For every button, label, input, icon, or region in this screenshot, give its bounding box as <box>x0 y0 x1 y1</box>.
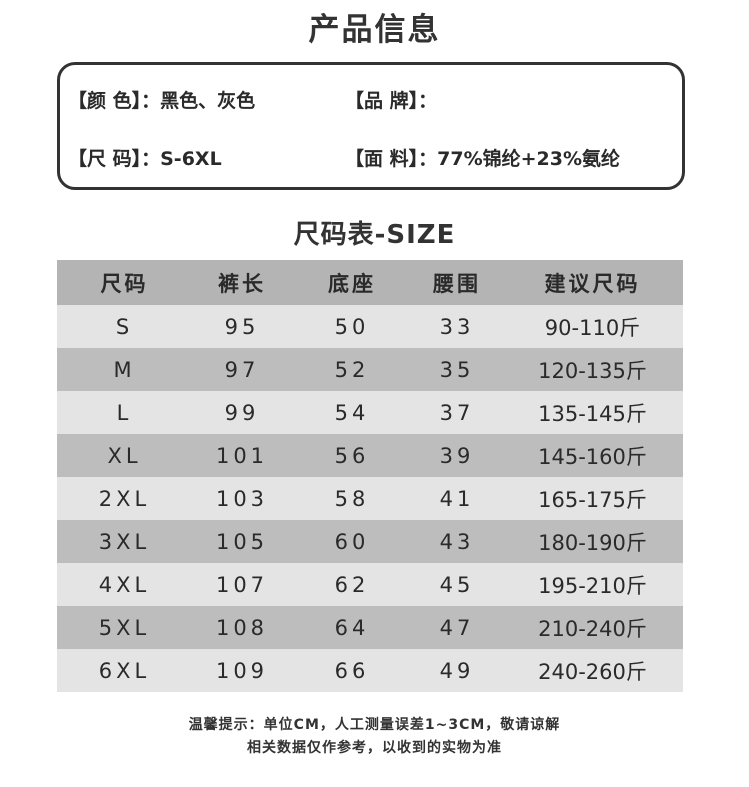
size-field: 【尺 码】：S-6XL <box>68 144 222 171</box>
table-cell: 97 <box>192 348 292 391</box>
table-cell: 103 <box>192 477 292 520</box>
table-cell: 145-160斤 <box>502 434 683 477</box>
page-title: 产品信息 <box>308 12 441 48</box>
size-value: S-6XL <box>160 148 222 170</box>
column-header: 裤长 <box>192 260 292 305</box>
product-info-box <box>57 62 685 190</box>
table-cell: L <box>57 391 192 434</box>
table-cell: 90-110斤 <box>502 305 683 348</box>
table-cell: 120-135斤 <box>502 348 683 391</box>
table-cell: 99 <box>192 391 292 434</box>
color-field: 【颜 色】：黑色、灰色 <box>68 86 255 113</box>
table-cell: 33 <box>412 305 502 348</box>
table-row: S 95 50 33 90-110斤 <box>57 305 683 348</box>
size-label: 【尺 码】： <box>68 148 161 170</box>
note-line-1: 温馨提示：单位CM，人工测量误差1~3CM，敬请谅解 <box>188 717 561 733</box>
table-row: 6XL 109 66 49 240-260斤 <box>57 649 683 692</box>
table-cell: 180-190斤 <box>502 520 683 563</box>
table-cell: 37 <box>412 391 502 434</box>
table-cell: 109 <box>192 649 292 692</box>
table-row: 4XL 107 62 45 195-210斤 <box>57 563 683 606</box>
table-cell: 64 <box>292 606 412 649</box>
fabric-label: 【面 料】： <box>345 148 438 170</box>
table-cell: 107 <box>192 563 292 606</box>
table-cell: 39 <box>412 434 502 477</box>
table-cell: 135-145斤 <box>502 391 683 434</box>
brand-label: 【品 牌】： <box>345 90 438 112</box>
table-row: L 99 54 37 135-145斤 <box>57 391 683 434</box>
table-cell: M <box>57 348 192 391</box>
table-cell: 43 <box>412 520 502 563</box>
table-cell: 6XL <box>57 649 192 692</box>
table-cell: 58 <box>292 477 412 520</box>
table-cell: 47 <box>412 606 502 649</box>
table-row: 3XL 105 60 43 180-190斤 <box>57 520 683 563</box>
table-cell: 2XL <box>57 477 192 520</box>
fabric-value: 77%锦纶+23%氨纶 <box>437 148 621 170</box>
table-cell: 66 <box>292 649 412 692</box>
table-cell: 95 <box>192 305 292 348</box>
table-cell: 3XL <box>57 520 192 563</box>
note-line-2: 相关数据仅作参考，以收到的实物为准 <box>247 740 502 756</box>
table-cell: 108 <box>192 606 292 649</box>
column-header: 底座 <box>292 260 412 305</box>
brand-field: 【品 牌】： <box>345 86 437 113</box>
table-row: 2XL 103 58 41 165-175斤 <box>57 477 683 520</box>
table-cell: 49 <box>412 649 502 692</box>
table-row: XL 101 56 39 145-160斤 <box>57 434 683 477</box>
column-header: 尺码 <box>57 260 192 305</box>
table-cell: 50 <box>292 305 412 348</box>
table-cell: 210-240斤 <box>502 606 683 649</box>
table-cell: 60 <box>292 520 412 563</box>
color-label: 【颜 色】： <box>68 90 161 112</box>
table-cell: 105 <box>192 520 292 563</box>
table-cell: 195-210斤 <box>502 563 683 606</box>
table-cell: 62 <box>292 563 412 606</box>
table-cell: 35 <box>412 348 502 391</box>
fabric-field: 【面 料】：77%锦纶+23%氨纶 <box>345 144 620 171</box>
table-cell: 240-260斤 <box>502 649 683 692</box>
table-cell: 41 <box>412 477 502 520</box>
table-cell: 4XL <box>57 563 192 606</box>
table-row: 5XL 108 64 47 210-240斤 <box>57 606 683 649</box>
table-cell: 54 <box>292 391 412 434</box>
table-row: M 97 52 35 120-135斤 <box>57 348 683 391</box>
table-cell: 101 <box>192 434 292 477</box>
table-header: 尺码 裤长 底座 腰围 建议尺码 <box>57 260 683 305</box>
color-value: 黑色、灰色 <box>160 90 256 112</box>
size-chart-title: 尺码表-SIZE <box>293 220 456 250</box>
size-table: 尺码 裤长 底座 腰围 建议尺码 S 95 50 33 90-110斤 M 97 52 35 120-13… <box>57 260 683 692</box>
table-cell: 45 <box>412 563 502 606</box>
table-cell: XL <box>57 434 192 477</box>
column-header: 腰围 <box>412 260 502 305</box>
table-cell: 165-175斤 <box>502 477 683 520</box>
table-cell: 52 <box>292 348 412 391</box>
table-cell: 5XL <box>57 606 192 649</box>
table-cell: 56 <box>292 434 412 477</box>
table-cell: S <box>57 305 192 348</box>
column-header: 建议尺码 <box>502 260 683 305</box>
